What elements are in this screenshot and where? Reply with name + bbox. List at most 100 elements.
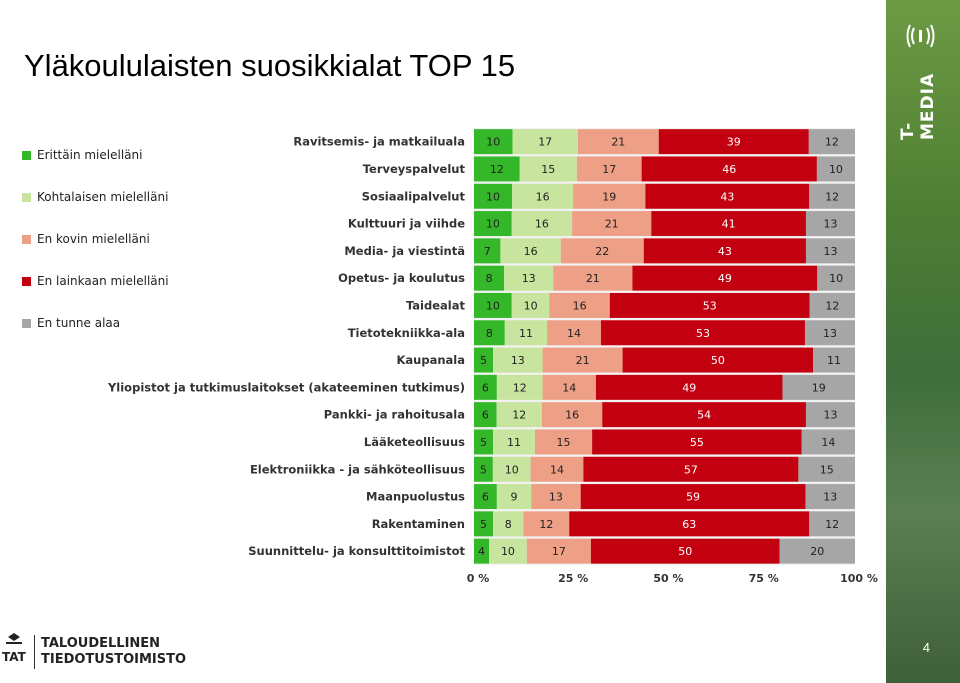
bar-segment	[474, 511, 494, 537]
x-tick-label: 50 %	[653, 572, 683, 585]
legend-swatch-en-tunne	[22, 318, 31, 328]
bar-data-label: 9	[511, 491, 518, 504]
bar-segment	[801, 429, 855, 455]
category-label: Lääketeollisuus	[364, 435, 465, 449]
bar-data-label: 15	[541, 163, 555, 176]
bar-segment	[602, 402, 806, 428]
category-label: Media- ja viestintä	[344, 244, 465, 258]
category-label: Kulttuuri ja viihde	[348, 217, 465, 231]
bar-segment	[489, 538, 527, 564]
bar-data-label: 12	[539, 518, 553, 531]
bar-data-label: 49	[718, 272, 732, 285]
legend-item-erittain: Erittäin mielelläni	[22, 145, 142, 165]
bar-data-label: 10	[829, 272, 843, 285]
bar-data-label: 46	[722, 163, 736, 176]
bar-segment	[580, 484, 806, 510]
bar-segment	[592, 429, 802, 455]
legend-label-en-tunne: En tunne alaa	[37, 316, 121, 330]
bar-segment	[474, 211, 512, 237]
bar-segment	[547, 320, 601, 346]
bar-segment	[576, 156, 642, 182]
bar-segment	[542, 374, 596, 400]
bar-data-label: 41	[722, 218, 736, 231]
x-tick-label: 100 %	[840, 572, 878, 585]
bar-segment	[511, 211, 573, 237]
bar-segment	[590, 538, 780, 564]
bar-data-label: 5	[480, 436, 487, 449]
bar-data-label: 21	[611, 136, 625, 149]
legend-label-en-kovin: En kovin mielelläni	[37, 232, 150, 246]
bar-data-label: 17	[602, 163, 616, 176]
bar-segment	[817, 265, 855, 291]
bar-segment	[816, 156, 855, 182]
bar-segment	[805, 238, 855, 264]
category-label: Sosiaalipalvelut	[362, 189, 466, 203]
bar-data-label: 6	[482, 409, 489, 422]
bar-segment	[500, 238, 561, 264]
category-label: Pankki- ja rahoitusala	[324, 408, 465, 422]
bar-segment	[474, 320, 505, 346]
bar-segment	[809, 183, 855, 209]
bar-segment	[523, 511, 570, 537]
legend-label-en-lainkaan: En lainkaan mielelläni	[37, 274, 169, 288]
bar-segment	[542, 347, 623, 373]
bar-data-label: 13	[823, 409, 837, 422]
bar-segment	[504, 320, 548, 346]
bar-segment	[474, 484, 497, 510]
bar-segment	[474, 265, 505, 291]
bar-segment	[493, 511, 524, 537]
bar-data-label: 13	[549, 491, 563, 504]
bar-data-label: 14	[550, 463, 564, 476]
bar-segment	[474, 347, 494, 373]
legend-swatch-en-lainkaan	[22, 276, 31, 286]
legend-label-erittain: Erittäin mielelläni	[37, 148, 143, 162]
bar-segment	[809, 511, 855, 537]
bar-data-label: 63	[682, 518, 696, 531]
footer-divider	[34, 635, 35, 669]
bar-data-label: 57	[684, 463, 698, 476]
bar-data-label: 12	[825, 518, 839, 531]
bar-segment	[474, 183, 513, 209]
bar-segment	[474, 456, 493, 482]
bar-data-label: 21	[605, 218, 619, 231]
bar-segment	[553, 265, 633, 291]
category-label: Maanpuolustus	[366, 490, 465, 504]
bar-segment	[583, 456, 799, 482]
bar-segment	[805, 402, 855, 428]
category-label: Opetus- ja koulutus	[338, 271, 465, 285]
tat-mark-text: TAT	[2, 650, 26, 664]
bar-segment	[651, 211, 806, 237]
bar-segment	[813, 347, 855, 373]
bar-data-label: 10	[486, 299, 500, 312]
bar-data-label: 13	[823, 245, 837, 258]
bar-segment	[474, 429, 494, 455]
bar-segment	[474, 374, 497, 400]
bar-segment	[809, 292, 855, 318]
bar-data-label: 10	[501, 545, 515, 558]
bar-data-label: 15	[557, 436, 571, 449]
bar-data-label: 53	[696, 327, 710, 340]
category-label: Ravitsemis- ja matkailuala	[293, 135, 465, 149]
legend-item-en-kovin: En kovin mielelläni	[22, 229, 150, 249]
tat-mark: TAT	[2, 633, 26, 671]
bar-segment	[798, 456, 855, 482]
category-label: Kaupanala	[396, 353, 465, 367]
bar-segment	[512, 129, 578, 155]
bar-data-label: 19	[602, 190, 616, 203]
bar-segment	[641, 156, 817, 182]
bar-segment	[609, 292, 810, 318]
bar-data-label: 50	[678, 545, 692, 558]
bar-segment	[569, 511, 810, 537]
bar-segment	[632, 265, 818, 291]
tat-logo: TAT TALOUDELLINEN TIEDOTUSTOIMISTO	[2, 633, 186, 671]
legend-label-kohtalaisen: Kohtalaisen mielelläni	[37, 190, 169, 204]
bar-data-label: 8	[486, 327, 493, 340]
bar-segment	[658, 129, 809, 155]
bar-segment	[643, 238, 806, 264]
bar-segment	[492, 456, 531, 482]
bar-data-label: 13	[823, 491, 837, 504]
bar-segment	[560, 238, 644, 264]
bar-data-label: 21	[576, 354, 590, 367]
legend-swatch-kohtalaisen	[22, 192, 31, 202]
bar-data-label: 11	[507, 436, 521, 449]
